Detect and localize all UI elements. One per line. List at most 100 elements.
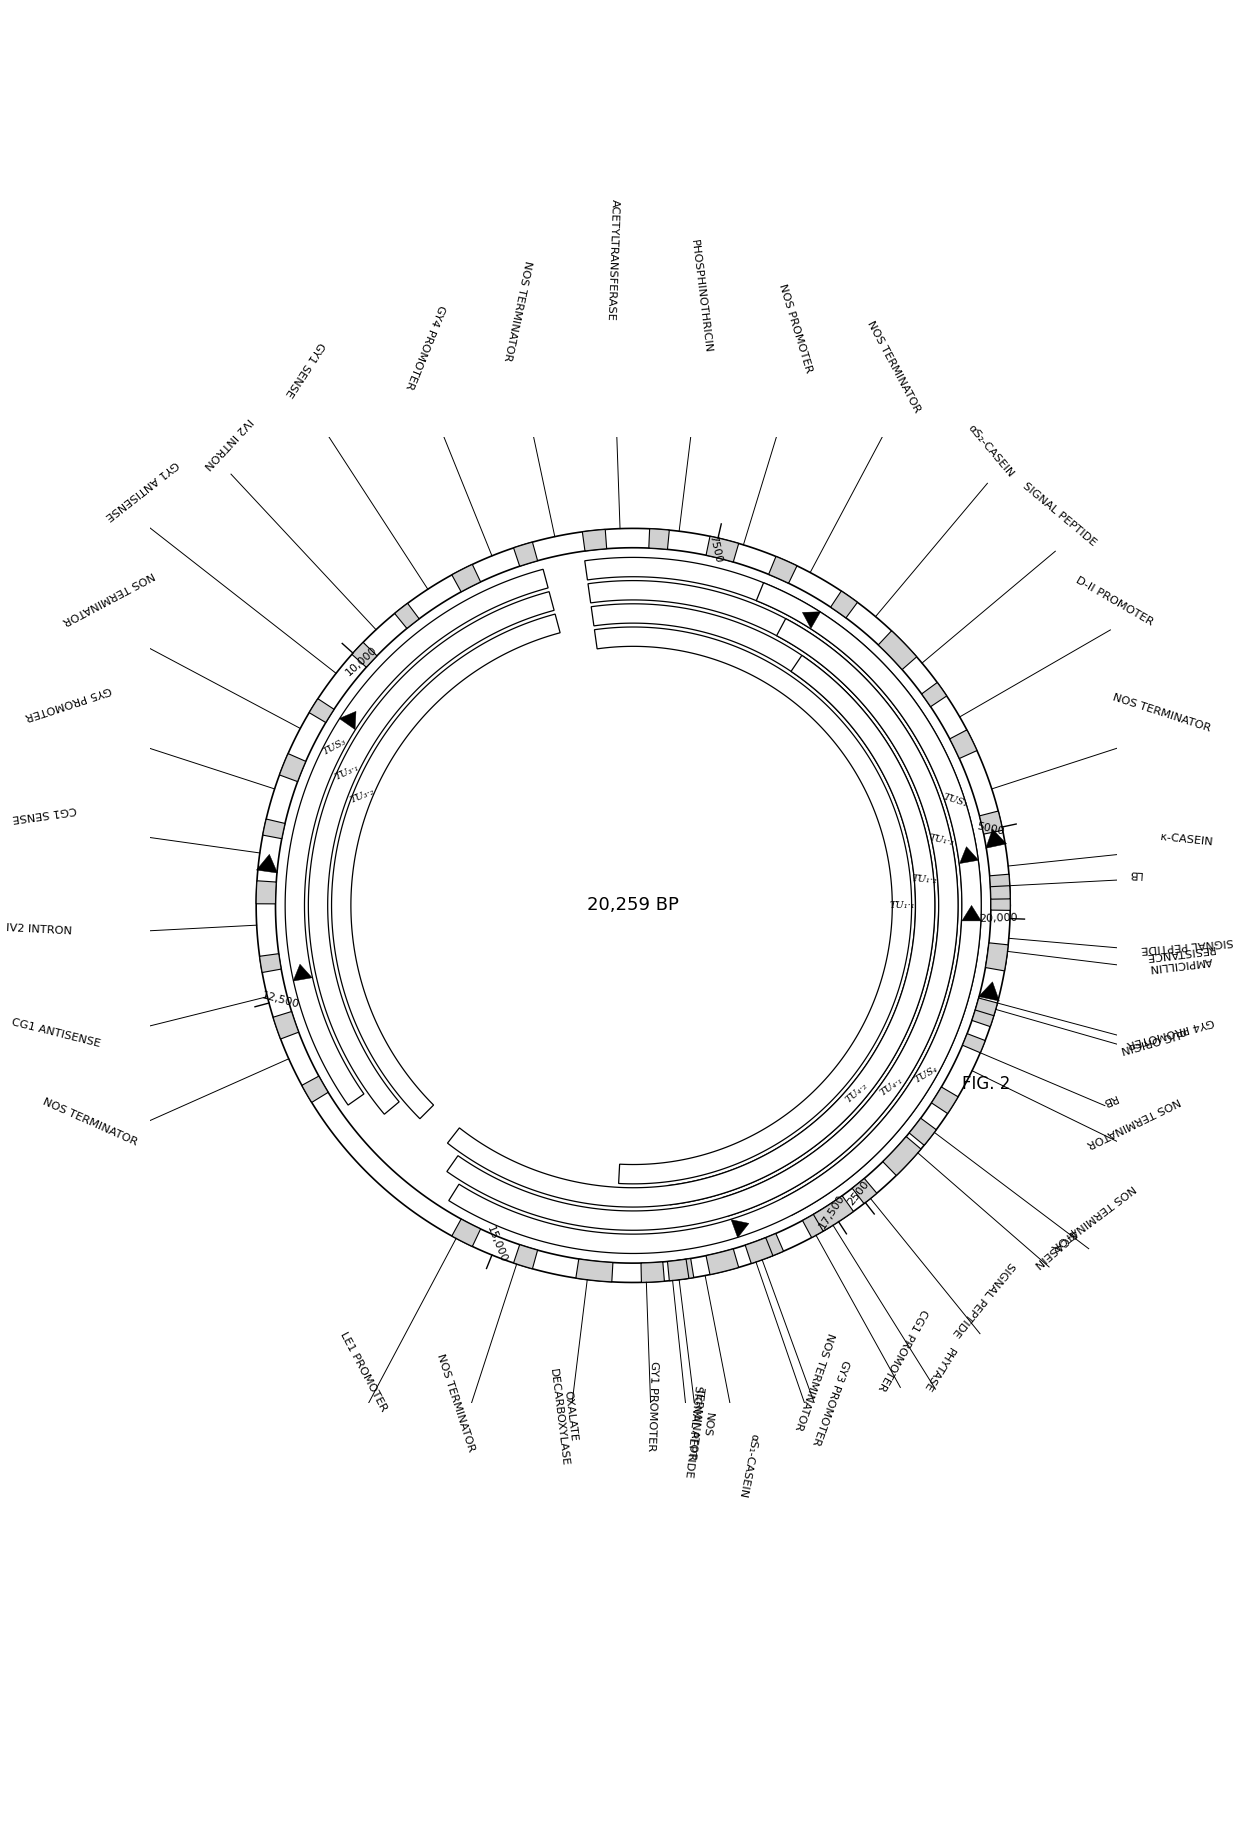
Text: TU₁·₃: TU₁·₃ [928, 832, 955, 847]
Text: LB: LB [1128, 869, 1142, 880]
Text: 17,500: 17,500 [817, 1194, 847, 1230]
Text: 2500: 2500 [846, 1179, 870, 1208]
Text: NOS TERMINATOR: NOS TERMINATOR [1085, 1095, 1180, 1150]
Text: SIGNAL PEPTIDE: SIGNAL PEPTIDE [683, 1385, 703, 1478]
Text: ACETYLTRANSFERASE: ACETYLTRANSFERASE [605, 199, 620, 321]
Polygon shape [759, 1234, 784, 1259]
Polygon shape [451, 564, 481, 591]
Text: 7500: 7500 [707, 535, 723, 564]
Text: 10,000: 10,000 [343, 644, 379, 677]
Text: αS₂-CASEIN: αS₂-CASEIN [966, 423, 1016, 480]
Text: GY5 PROMOTER: GY5 PROMOTER [24, 684, 112, 721]
Polygon shape [990, 874, 1011, 911]
Text: ρUC ORIGIN: ρUC ORIGIN [1120, 1026, 1188, 1055]
Text: TUS₃: TUS₃ [321, 737, 347, 757]
Polygon shape [257, 881, 277, 903]
Text: NOS TERMINATOR: NOS TERMINATOR [792, 1330, 836, 1431]
Polygon shape [449, 582, 981, 1254]
Polygon shape [732, 1219, 749, 1237]
Text: SIGNAL PEPTIDE: SIGNAL PEPTIDE [1141, 936, 1234, 954]
Polygon shape [263, 819, 285, 840]
Text: NOS TERMINATOR: NOS TERMINATOR [41, 1097, 139, 1148]
Polygon shape [594, 628, 911, 1184]
Polygon shape [676, 1259, 694, 1279]
Text: NOS TERMINATOR: NOS TERMINATOR [61, 569, 156, 626]
Polygon shape [962, 905, 981, 922]
Polygon shape [257, 529, 1011, 1283]
Polygon shape [813, 1195, 853, 1232]
Polygon shape [309, 591, 554, 1115]
Text: NOS
TERMINATOR: NOS TERMINATOR [686, 1385, 717, 1462]
Polygon shape [667, 1259, 689, 1281]
Polygon shape [301, 1077, 329, 1102]
Text: GY4 PROMOTER: GY4 PROMOTER [403, 303, 446, 391]
Text: 5000: 5000 [976, 821, 1006, 838]
Text: OXALATE
DECARBOXYLASE: OXALATE DECARBOXYLASE [548, 1367, 582, 1467]
Polygon shape [802, 1210, 832, 1237]
Polygon shape [769, 557, 797, 584]
Text: 20,259 BP: 20,259 BP [588, 896, 680, 914]
Polygon shape [352, 642, 377, 668]
Polygon shape [649, 529, 670, 549]
Text: GY4 PROMOTER: GY4 PROMOTER [1126, 1017, 1215, 1049]
Polygon shape [285, 569, 548, 1106]
Text: PHYTASE: PHYTASE [920, 1345, 956, 1392]
Text: NOS TERMINATOR: NOS TERMINATOR [1049, 1183, 1137, 1252]
Polygon shape [991, 885, 1011, 900]
Polygon shape [986, 829, 1007, 849]
Polygon shape [513, 542, 538, 566]
Text: GY3 PROMOTER: GY3 PROMOTER [810, 1358, 851, 1445]
Polygon shape [451, 1219, 481, 1246]
Polygon shape [446, 619, 959, 1230]
Text: GY1 PROMOTER: GY1 PROMOTER [646, 1361, 658, 1451]
Text: CG1 ANTISENSE: CG1 ANTISENSE [11, 1018, 102, 1049]
Polygon shape [962, 1033, 986, 1053]
Text: D-II PROMOTER: D-II PROMOTER [1074, 575, 1154, 628]
Polygon shape [960, 847, 978, 863]
Polygon shape [641, 1261, 665, 1283]
Polygon shape [931, 1088, 959, 1113]
Polygon shape [588, 580, 959, 1215]
Text: TU₁·₂: TU₁·₂ [911, 874, 937, 885]
Text: AMPICILLIN
RESISTANCE: AMPICILLIN RESISTANCE [1145, 942, 1216, 973]
Text: 12,500: 12,500 [260, 991, 300, 1009]
Polygon shape [331, 613, 560, 1119]
Text: TU₃·₂: TU₃·₂ [348, 787, 376, 805]
Text: RB: RB [1100, 1091, 1118, 1108]
Polygon shape [978, 982, 999, 1002]
Text: NOS PROMOTER: NOS PROMOTER [777, 283, 813, 374]
Text: SIGNAL PEPTIDE: SIGNAL PEPTIDE [1021, 482, 1097, 548]
Polygon shape [921, 683, 946, 706]
Polygon shape [831, 591, 858, 619]
Text: TU₃·₁: TU₃·₁ [334, 763, 361, 781]
Text: NOS TERMINATOR: NOS TERMINATOR [435, 1352, 476, 1453]
Text: TUS₄: TUS₄ [913, 1064, 940, 1084]
Text: κ-CASEIN: κ-CASEIN [1159, 832, 1213, 847]
Text: FIG. 2: FIG. 2 [962, 1075, 1011, 1093]
Polygon shape [802, 611, 821, 628]
Polygon shape [279, 754, 306, 781]
Text: NOS TERMINATOR: NOS TERMINATOR [502, 259, 533, 361]
Text: CG1 PROMOTER: CG1 PROMOTER [877, 1307, 929, 1392]
Polygon shape [909, 1119, 936, 1146]
Polygon shape [583, 529, 606, 551]
Polygon shape [980, 810, 1003, 834]
Text: TUS₁: TUS₁ [941, 792, 968, 808]
Polygon shape [986, 947, 1008, 965]
Polygon shape [394, 604, 419, 628]
Text: IV2 INTRON: IV2 INTRON [202, 416, 254, 471]
Polygon shape [575, 1259, 613, 1281]
Text: TU₄·₁: TU₄·₁ [878, 1075, 904, 1097]
Polygon shape [976, 998, 997, 1017]
Polygon shape [293, 964, 312, 982]
Text: GY1 ANTISENSE: GY1 ANTISENSE [103, 458, 180, 522]
Text: NOS TERMINATOR: NOS TERMINATOR [1111, 692, 1213, 734]
Polygon shape [706, 1248, 739, 1274]
Polygon shape [706, 537, 739, 562]
Polygon shape [259, 954, 281, 973]
Text: β-CASEIN: β-CASEIN [1029, 1228, 1076, 1270]
Text: IV2 INTRON: IV2 INTRON [6, 923, 73, 936]
Text: 20,000: 20,000 [978, 912, 1018, 923]
Text: LE1 PROMOTER: LE1 PROMOTER [339, 1330, 388, 1413]
Polygon shape [986, 944, 1008, 971]
